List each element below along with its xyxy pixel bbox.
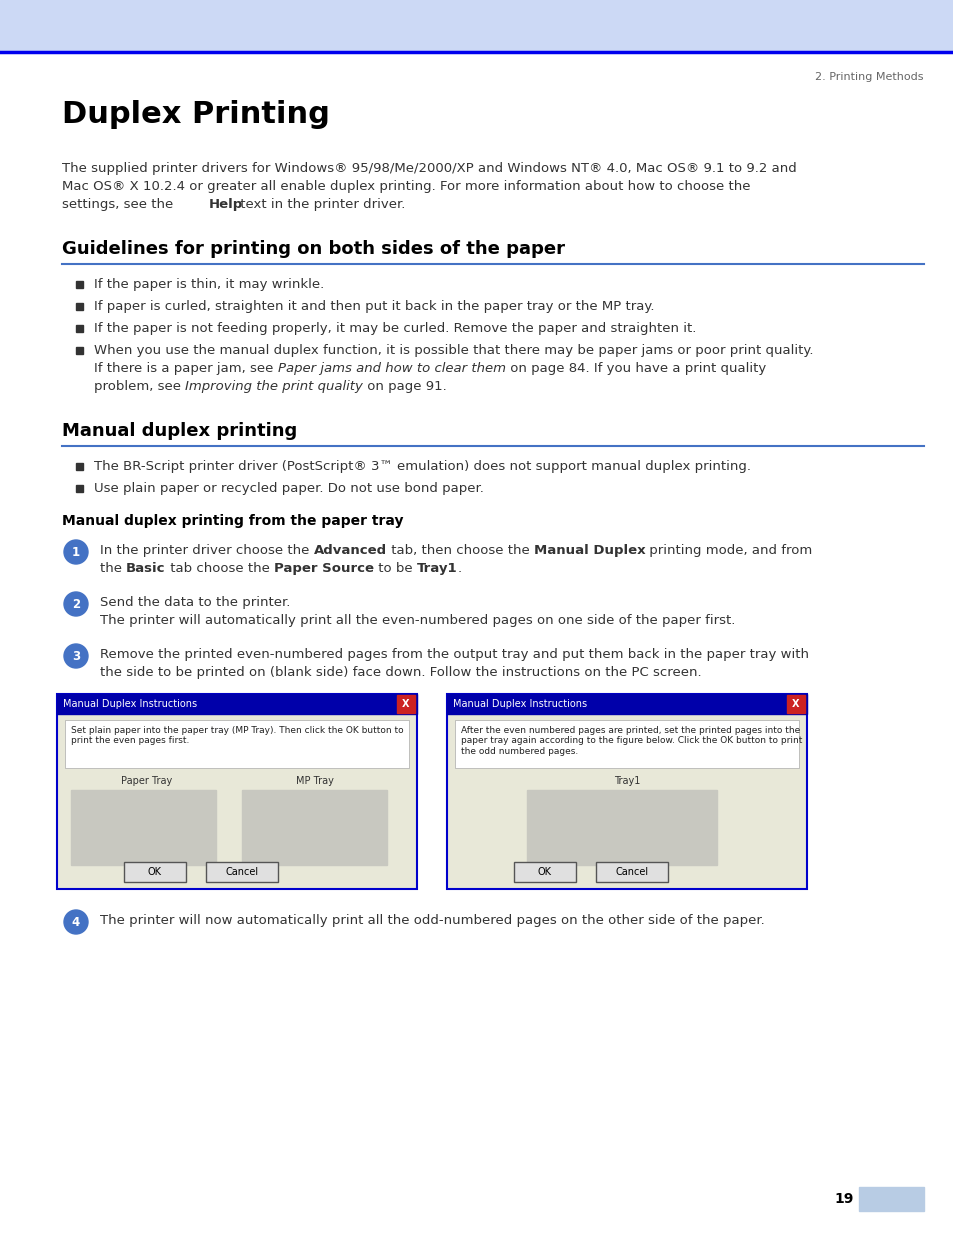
Text: Duplex Printing: Duplex Printing: [62, 100, 330, 128]
Bar: [57, 694, 416, 889]
Text: Advanced: Advanced: [314, 543, 386, 557]
Text: The BR-Script printer driver (PostScript® 3™ emulation) does not support manual : The BR-Script printer driver (PostScript…: [94, 459, 750, 473]
Text: Manual duplex printing: Manual duplex printing: [62, 422, 297, 440]
Bar: [76, 282, 83, 288]
Text: Manual Duplex Instructions: Manual Duplex Instructions: [453, 699, 586, 709]
Text: 19: 19: [834, 1192, 853, 1207]
Text: 1: 1: [71, 546, 80, 558]
Bar: [526, 790, 717, 864]
Text: Paper Source: Paper Source: [274, 562, 374, 576]
Text: Tray1: Tray1: [613, 776, 639, 785]
Bar: [57, 694, 416, 714]
Circle shape: [64, 592, 88, 616]
Text: problem, see: problem, see: [94, 380, 185, 393]
Text: X: X: [402, 699, 410, 709]
Text: on page 84. If you have a print quality: on page 84. If you have a print quality: [505, 362, 765, 375]
Text: settings, see the: settings, see the: [62, 198, 173, 211]
Text: tab choose the: tab choose the: [166, 562, 274, 576]
Text: Help: Help: [209, 198, 243, 211]
Text: text in the printer driver.: text in the printer driver.: [235, 198, 405, 211]
Text: Remove the printed even-numbered pages from the output tray and put them back in: Remove the printed even-numbered pages f…: [100, 648, 808, 661]
Text: X: X: [791, 699, 799, 709]
FancyBboxPatch shape: [206, 862, 277, 882]
FancyBboxPatch shape: [514, 862, 576, 882]
Text: the: the: [100, 562, 126, 576]
Bar: [0, 0, 953, 52]
Text: Manual duplex printing from the paper tray: Manual duplex printing from the paper tr…: [62, 514, 403, 529]
Bar: [65, 720, 409, 768]
Text: Paper jams and how to clear them: Paper jams and how to clear them: [277, 362, 505, 375]
Text: to be: to be: [374, 562, 416, 576]
Text: If the paper is thin, it may wrinkle.: If the paper is thin, it may wrinkle.: [94, 278, 324, 291]
Text: Basic: Basic: [126, 562, 166, 576]
Text: The supplied printer drivers for Windows® 95/98/Me/2000/XP and Windows NT® 4.0, : The supplied printer drivers for Windows…: [62, 162, 796, 175]
Text: printing mode, and from: printing mode, and from: [644, 543, 812, 557]
Text: Improving the print quality: Improving the print quality: [185, 380, 363, 393]
Text: .: .: [456, 562, 461, 576]
Bar: [76, 463, 83, 471]
FancyBboxPatch shape: [596, 862, 667, 882]
Text: Use plain paper or recycled paper. Do not use bond paper.: Use plain paper or recycled paper. Do no…: [94, 482, 483, 495]
Text: After the even numbered pages are printed, set the printed pages into the
paper : After the even numbered pages are printe…: [460, 726, 801, 756]
Bar: [71, 790, 215, 864]
Text: Set plain paper into the paper tray (MP Tray). Then click the OK button to
print: Set plain paper into the paper tray (MP …: [71, 726, 403, 746]
Bar: [786, 695, 804, 713]
Circle shape: [64, 910, 88, 934]
Text: Mac OS® X 10.2.4 or greater all enable duplex printing. For more information abo: Mac OS® X 10.2.4 or greater all enable d…: [62, 180, 750, 193]
Text: OK: OK: [537, 867, 552, 877]
Text: 4: 4: [71, 915, 80, 929]
Text: The printer will now automatically print all the odd-numbered pages on the other: The printer will now automatically print…: [100, 914, 764, 927]
FancyBboxPatch shape: [124, 862, 186, 882]
Circle shape: [64, 540, 88, 564]
Bar: [396, 695, 415, 713]
Text: If the paper is not feeding properly, it may be curled. Remove the paper and str: If the paper is not feeding properly, it…: [94, 322, 696, 335]
Text: In the printer driver choose the: In the printer driver choose the: [100, 543, 314, 557]
Bar: [242, 790, 387, 864]
Bar: [76, 325, 83, 332]
Bar: [858, 1187, 923, 1212]
Text: Manual Duplex: Manual Duplex: [533, 543, 644, 557]
Text: Cancel: Cancel: [615, 867, 648, 877]
Bar: [76, 303, 83, 310]
Text: on page 91.: on page 91.: [363, 380, 446, 393]
Text: Paper Tray: Paper Tray: [121, 776, 172, 785]
Text: If there is a paper jam, see: If there is a paper jam, see: [94, 362, 277, 375]
Text: The printer will automatically print all the even-numbered pages on one side of : The printer will automatically print all…: [100, 614, 735, 627]
Bar: [447, 694, 806, 889]
Text: OK: OK: [148, 867, 162, 877]
Text: tab, then choose the: tab, then choose the: [386, 543, 533, 557]
Text: the side to be printed on (blank side) face down. Follow the instructions on the: the side to be printed on (blank side) f…: [100, 666, 700, 679]
Bar: [447, 694, 806, 714]
Text: Send the data to the printer.: Send the data to the printer.: [100, 597, 290, 609]
Text: Cancel: Cancel: [225, 867, 258, 877]
Text: When you use the manual duplex function, it is possible that there may be paper : When you use the manual duplex function,…: [94, 345, 813, 357]
Text: If paper is curled, straighten it and then put it back in the paper tray or the : If paper is curled, straighten it and th…: [94, 300, 654, 312]
Text: Manual Duplex Instructions: Manual Duplex Instructions: [63, 699, 197, 709]
Bar: [455, 720, 799, 768]
Text: Tray1: Tray1: [416, 562, 456, 576]
Text: Guidelines for printing on both sides of the paper: Guidelines for printing on both sides of…: [62, 240, 564, 258]
Circle shape: [64, 643, 88, 668]
Text: 2: 2: [71, 598, 80, 610]
Text: MP Tray: MP Tray: [295, 776, 334, 785]
Bar: [76, 347, 83, 354]
Text: 3: 3: [71, 650, 80, 662]
Bar: [76, 485, 83, 492]
Text: 2. Printing Methods: 2. Printing Methods: [815, 72, 923, 82]
